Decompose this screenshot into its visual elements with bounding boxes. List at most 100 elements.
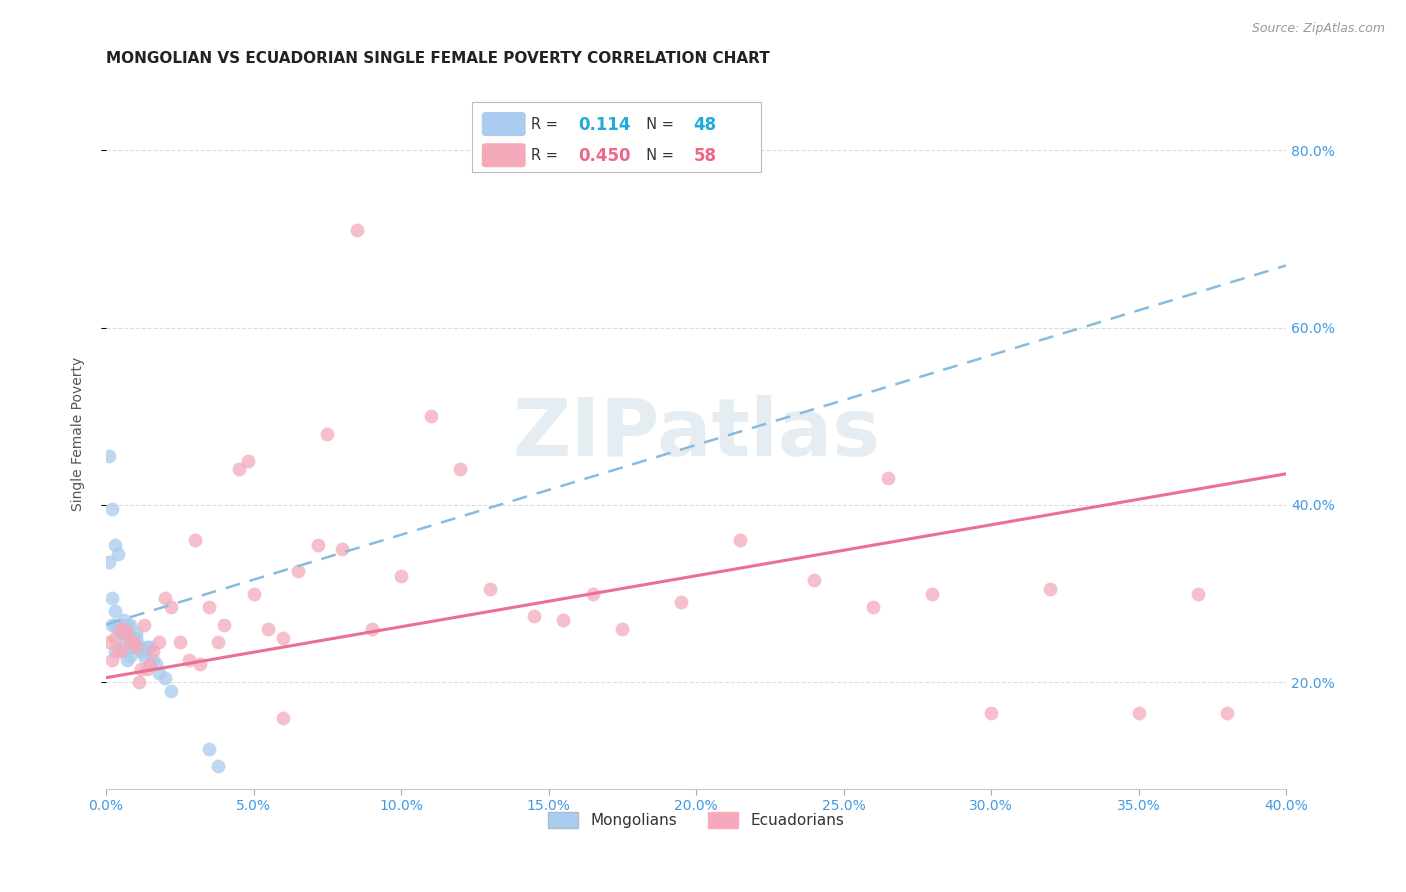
Point [112,626,135,640]
Point [136,640,159,654]
Point [198,599,221,614]
Point [389,568,412,582]
Point [131,662,153,676]
Point [118,635,141,649]
Text: R =: R = [531,148,562,163]
Point [198,741,221,756]
Point [107,622,129,636]
Point [121,635,143,649]
Point [107,644,129,658]
Point [153,671,176,685]
Point [160,599,183,614]
Point [921,586,943,600]
Point [131,644,153,658]
Legend: Mongolians, Ecuadorians: Mongolians, Ecuadorians [541,805,851,834]
Point [134,648,156,663]
Point [523,608,546,623]
Point [121,640,143,654]
Point [104,644,127,658]
FancyBboxPatch shape [472,102,761,171]
Point [101,502,124,516]
Text: N =: N = [637,117,679,132]
Point [128,640,150,654]
Point [107,547,129,561]
Point [148,635,170,649]
Point [98,449,121,463]
Point [271,710,294,724]
Point [145,657,167,672]
Point [330,542,353,557]
Point [115,617,138,632]
Point [1128,706,1150,721]
Point [104,631,127,645]
Point [316,426,339,441]
Point [153,591,176,605]
Point [110,617,132,632]
Point [142,653,165,667]
Text: MONGOLIAN VS ECUADORIAN SINGLE FEMALE POVERTY CORRELATION CHART: MONGOLIAN VS ECUADORIAN SINGLE FEMALE PO… [105,51,770,66]
Point [124,626,146,640]
Text: 0.450: 0.450 [578,147,630,165]
Text: ZIPatlas: ZIPatlas [512,395,880,473]
Point [98,635,121,649]
Point [115,653,138,667]
Point [115,626,138,640]
Point [134,644,156,658]
Point [121,635,143,649]
Point [115,626,138,640]
Point [110,622,132,636]
Point [148,666,170,681]
Point [142,644,165,658]
Point [98,556,121,570]
Point [212,617,235,632]
Point [449,462,471,476]
Point [207,759,229,773]
FancyBboxPatch shape [482,112,524,136]
Point [112,622,135,636]
Point [136,662,159,676]
Point [139,657,162,672]
Text: Source: ZipAtlas.com: Source: ZipAtlas.com [1251,22,1385,36]
Point [112,622,135,636]
Point [124,631,146,645]
Point [104,617,127,632]
Point [228,462,250,476]
Point [112,613,135,627]
Point [1039,582,1062,596]
Point [671,595,693,609]
Point [207,635,229,649]
Point [287,565,309,579]
Text: 58: 58 [693,147,717,165]
Point [128,675,150,690]
Point [862,599,884,614]
Text: 0.114: 0.114 [578,116,630,134]
Point [271,631,294,645]
Text: 48: 48 [693,116,717,134]
Point [107,617,129,632]
Point [112,640,135,654]
Point [118,648,141,663]
Point [101,591,124,605]
Point [118,617,141,632]
Point [118,640,141,654]
Point [110,626,132,640]
Point [478,582,501,596]
Point [803,573,825,587]
Point [104,604,127,618]
Point [110,644,132,658]
Point [124,635,146,649]
Point [139,657,162,672]
Point [183,533,205,548]
Point [257,622,280,636]
Point [980,706,1002,721]
Text: N =: N = [637,148,679,163]
Point [360,622,382,636]
Point [101,617,124,632]
Y-axis label: Single Female Poverty: Single Female Poverty [72,357,86,511]
Point [134,617,156,632]
Point [1187,586,1209,600]
Point [236,453,259,467]
Point [110,640,132,654]
Point [139,640,162,654]
Point [110,622,132,636]
